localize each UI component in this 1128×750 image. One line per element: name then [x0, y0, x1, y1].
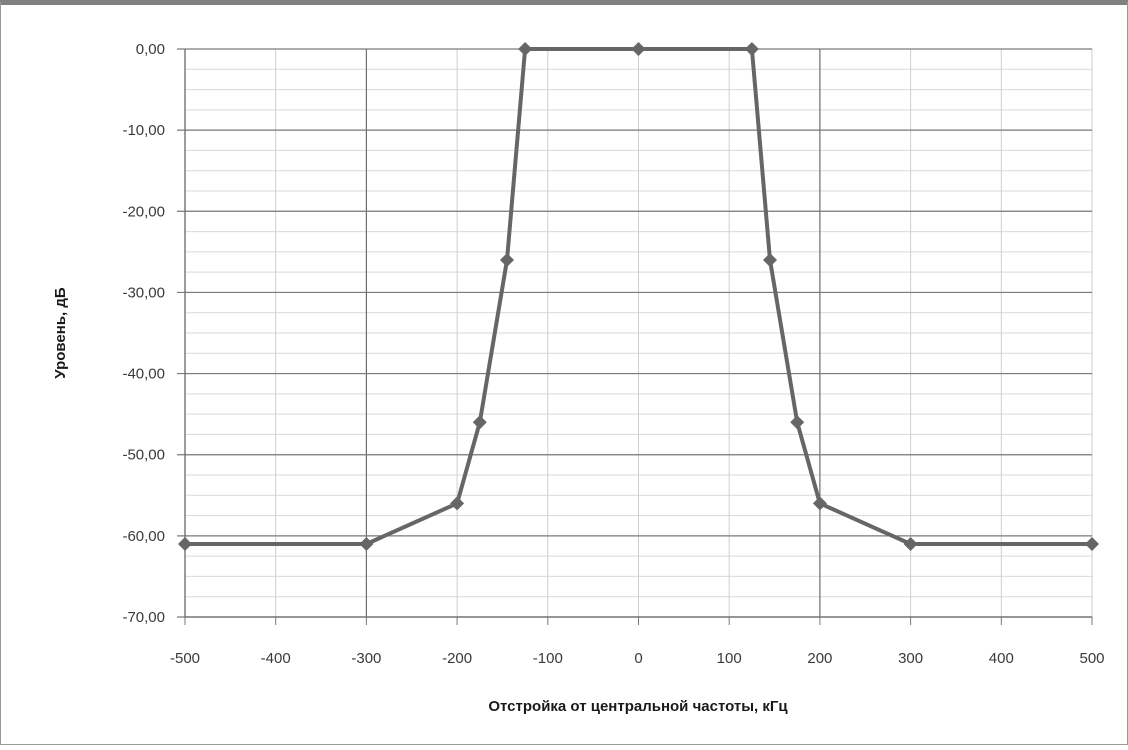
data-point-marker — [450, 496, 465, 511]
data-point-marker — [178, 536, 192, 551]
y-tick-label: -40,00 — [122, 366, 165, 383]
grid — [177, 48, 1093, 618]
y-tick-label: -60,00 — [122, 528, 165, 545]
data-markers — [178, 42, 1099, 551]
data-point-marker — [359, 536, 374, 551]
y-tick-label: -70,00 — [122, 609, 165, 626]
data-point-marker — [472, 415, 487, 430]
line-chart: -500 -400 -300 -200 -100 0 100 200 300 400 500 0,00… — [52, 41, 1105, 715]
data-point-marker — [499, 252, 514, 267]
y-tick-label: -10,00 — [122, 122, 165, 139]
x-tick-label: -400 — [261, 650, 291, 667]
x-tick-label: 500 — [1079, 650, 1104, 667]
x-tick-label: 200 — [807, 650, 832, 667]
y-tick-label: -20,00 — [122, 203, 165, 220]
data-point-marker — [744, 42, 759, 56]
x-tick-label: 400 — [989, 650, 1014, 667]
y-tick-label: -50,00 — [122, 447, 165, 464]
y-tick-label: -30,00 — [122, 284, 165, 301]
axes — [184, 49, 1093, 625]
y-axis-title: Уровень, дБ — [52, 287, 69, 379]
y-tick-label: 0,00 — [136, 41, 165, 58]
data-point-marker — [763, 252, 778, 267]
x-tick-label: -500 — [170, 650, 200, 667]
data-point-marker — [1085, 536, 1099, 551]
x-tick-label: -100 — [533, 650, 563, 667]
x-tick-label: 300 — [898, 650, 923, 667]
data-point-marker — [790, 415, 805, 430]
tick-labels: -500 -400 -300 -200 -100 0 100 200 300 400 500 0,00… — [122, 41, 1104, 667]
data-point-marker — [812, 496, 827, 511]
data-point-marker — [518, 42, 533, 56]
data-point-marker — [903, 536, 918, 551]
x-tick-label: -300 — [351, 650, 381, 667]
x-tick-label: 0 — [634, 650, 642, 667]
x-tick-label: -200 — [442, 650, 472, 667]
x-tick-label: 100 — [717, 650, 742, 667]
x-axis-title: Отстройка от центральной частоты, кГц — [488, 698, 788, 715]
data-point-marker — [631, 42, 646, 56]
